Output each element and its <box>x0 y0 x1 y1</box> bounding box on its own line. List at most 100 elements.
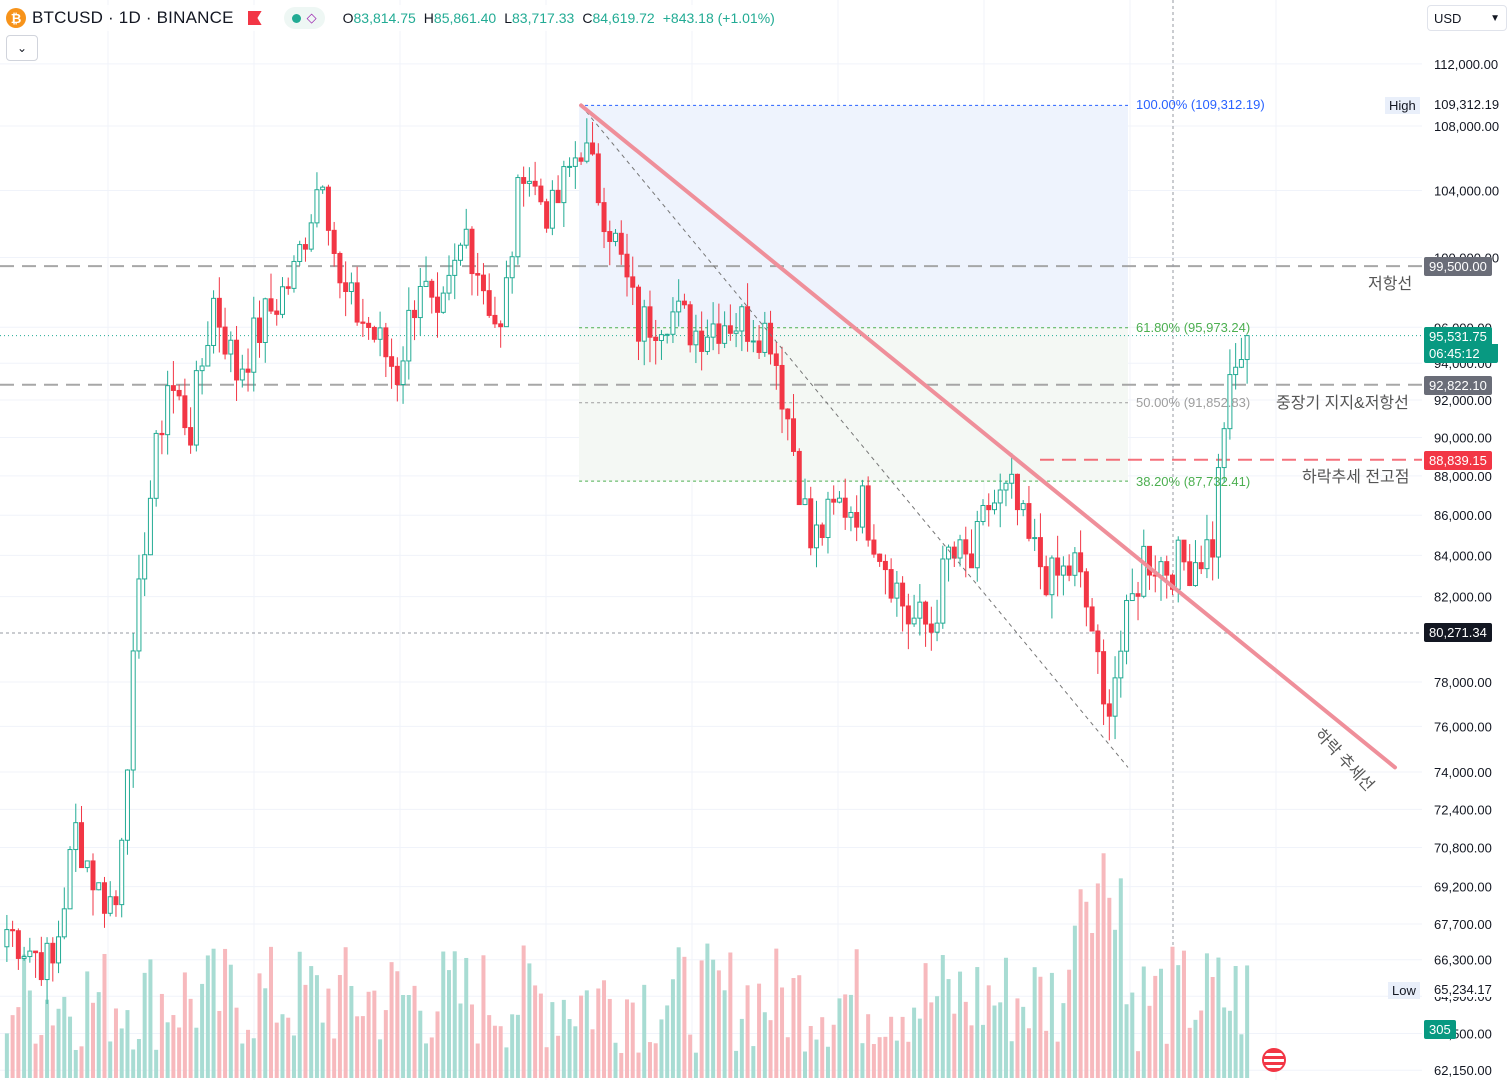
candle-body <box>773 353 779 366</box>
collapse-legend-button[interactable]: ⌄ <box>6 35 38 61</box>
volume-bar <box>1095 883 1100 1078</box>
low-value: 83,717.33 <box>512 10 575 26</box>
candle-body <box>831 498 837 503</box>
candle-body <box>10 929 16 932</box>
volume-bar <box>711 959 716 1078</box>
candle-body <box>515 177 521 258</box>
candle-body <box>676 300 682 313</box>
us-flag-icon[interactable] <box>1262 1048 1286 1072</box>
candle-body <box>440 292 446 313</box>
candle-body <box>239 368 245 381</box>
y-tick-label: 66,300.00 <box>1434 953 1492 968</box>
volume-bar <box>751 1046 756 1078</box>
candle-body <box>21 956 27 959</box>
volume-bar <box>429 1037 434 1078</box>
candle-body <box>107 896 113 914</box>
candle-body <box>302 244 308 250</box>
candle-body <box>50 942 56 964</box>
volume-bar <box>165 1022 170 1078</box>
fib-zone-lower <box>579 327 1128 482</box>
volume-bar <box>688 1034 693 1078</box>
volume-bar <box>269 946 273 1078</box>
candle-body <box>681 300 687 306</box>
currency-value: USD <box>1434 10 1462 26</box>
volume-bar <box>837 998 842 1078</box>
candle-body <box>176 389 182 397</box>
volume-bar <box>923 963 928 1078</box>
flag-icon[interactable] <box>247 11 262 25</box>
candle-body <box>56 936 62 964</box>
candle-body <box>521 177 527 184</box>
candle-body <box>526 180 532 184</box>
last-price-tag: 95,531.75 <box>1424 327 1492 346</box>
candle-body <box>44 942 50 981</box>
candle-body <box>590 142 596 155</box>
candle-body <box>664 333 670 336</box>
volume-bar <box>1130 992 1135 1078</box>
volume-bar <box>45 999 50 1078</box>
volume-bar <box>510 1014 515 1078</box>
candle-body <box>905 605 911 625</box>
volume-bar <box>642 984 647 1078</box>
volume-tag: 305 <box>1424 1020 1456 1039</box>
volume-bar <box>825 1046 830 1078</box>
candle-body <box>268 298 274 312</box>
volume-bar <box>389 962 394 1078</box>
symbol-header: ₿ BTCUSD · 1D · BINANCE ◇ O83,814.75 H85… <box>6 5 775 31</box>
volume-bar <box>1245 965 1250 1078</box>
y-tick-label: 86,000.00 <box>1434 508 1492 523</box>
candle-body <box>917 601 923 619</box>
volume-bar <box>263 988 268 1078</box>
y-tick-label: 92,000.00 <box>1434 393 1492 408</box>
volume-bar <box>4 1033 9 1078</box>
ohlc-values: O83,814.75 H85,861.40 L83,717.33 C84,619… <box>343 10 775 26</box>
volume-bar <box>251 1038 256 1078</box>
volume-bar <box>986 985 991 1078</box>
volume-bar <box>963 1001 968 1078</box>
market-status-pill[interactable]: ◇ <box>283 7 325 29</box>
candle-body <box>84 860 90 869</box>
volume-bar <box>1107 897 1112 1078</box>
candle-body <box>343 282 349 292</box>
candle-body <box>722 325 728 344</box>
volume-bar <box>469 1004 474 1078</box>
candle-body <box>1181 539 1187 563</box>
candle-body <box>417 285 423 319</box>
volume-bar <box>1090 932 1095 1078</box>
candle-body <box>1204 539 1210 570</box>
volume-bar <box>992 1005 997 1078</box>
symbol-title[interactable]: BTCUSD · 1D · BINANCE <box>32 8 234 27</box>
volume-bar <box>630 1002 635 1078</box>
candle-body <box>354 282 360 323</box>
volume-bar <box>68 1016 73 1078</box>
volume-bar <box>665 1005 670 1078</box>
candle-body <box>796 450 802 506</box>
volume-bar <box>1101 853 1106 1078</box>
share-icon: ◇ <box>306 10 317 25</box>
y-tick-label: 88,000.00 <box>1434 469 1492 484</box>
candle-body <box>618 232 624 255</box>
candle-body <box>991 502 997 511</box>
candle-body <box>377 327 383 340</box>
candle-body <box>693 330 699 346</box>
volume-bar <box>102 953 107 1078</box>
support-resistance-annotation: 중장기 지지&저항선 <box>1276 395 1409 412</box>
currency-select[interactable]: USD ▼ <box>1427 5 1507 31</box>
volume-bar <box>871 1044 876 1078</box>
volume-bar <box>785 1037 790 1078</box>
volume-bar <box>401 994 406 1078</box>
candle-body <box>297 244 303 262</box>
volume-bar <box>1210 977 1215 1078</box>
volume-bar <box>854 949 859 1078</box>
low-tag-value: 65,234.17 <box>1434 982 1492 997</box>
volume-bar <box>579 995 584 1078</box>
candle-body <box>1175 539 1181 590</box>
candle-body <box>1238 359 1244 368</box>
candle-body <box>1124 600 1130 652</box>
candle-body <box>762 322 768 353</box>
candle-body <box>1014 473 1020 511</box>
candle-body <box>446 274 452 294</box>
candle-body <box>1072 552 1078 576</box>
volume-bar <box>538 993 543 1078</box>
